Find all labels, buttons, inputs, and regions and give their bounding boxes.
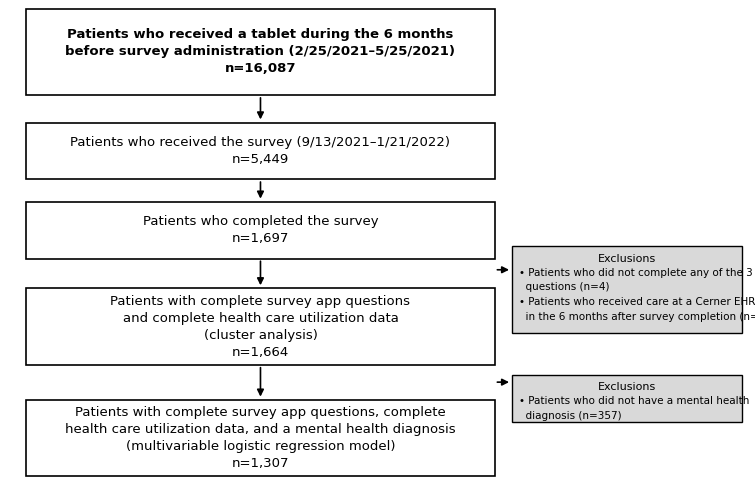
Text: • Patients who did not have a mental health: • Patients who did not have a mental hea… (519, 396, 750, 406)
Text: Patients who completed the survey
n=1,697: Patients who completed the survey n=1,69… (143, 215, 378, 245)
Text: questions (n=4): questions (n=4) (519, 283, 609, 293)
Text: • Patients who did not complete any of the 3 app: • Patients who did not complete any of t… (519, 268, 755, 278)
FancyBboxPatch shape (26, 123, 495, 180)
Text: diagnosis (n=357): diagnosis (n=357) (519, 411, 621, 421)
FancyBboxPatch shape (26, 288, 495, 365)
FancyBboxPatch shape (26, 400, 495, 476)
FancyBboxPatch shape (26, 202, 495, 258)
Text: Exclusions: Exclusions (597, 254, 656, 264)
Text: Patients who received the survey (9/13/2021–1/21/2022)
n=5,449: Patients who received the survey (9/13/2… (70, 136, 451, 166)
Text: Patients with complete survey app questions
and complete health care utilization: Patients with complete survey app questi… (110, 295, 411, 359)
FancyBboxPatch shape (26, 9, 495, 95)
Text: Patients who received a tablet during the 6 months
before survey administration : Patients who received a tablet during th… (66, 29, 455, 75)
Text: in the 6 months after survey completion (n=29): in the 6 months after survey completion … (519, 312, 755, 322)
FancyBboxPatch shape (512, 375, 741, 422)
Text: • Patients who received care at a Cerner EHR site: • Patients who received care at a Cerner… (519, 297, 755, 307)
Text: Patients with complete survey app questions, complete
health care utilization da: Patients with complete survey app questi… (65, 406, 456, 470)
Text: Exclusions: Exclusions (597, 382, 656, 393)
FancyBboxPatch shape (512, 247, 741, 333)
